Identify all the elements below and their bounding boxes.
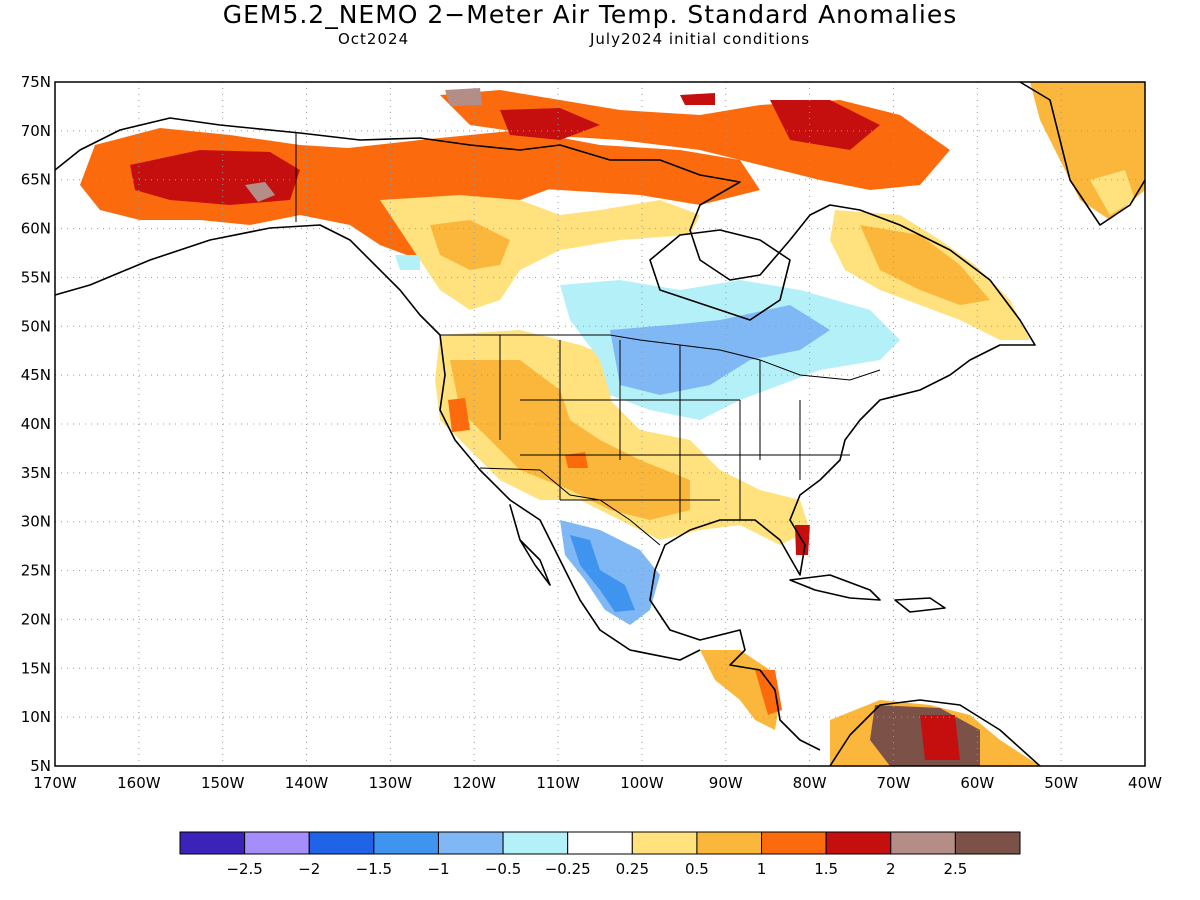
lon-label: 100W <box>620 774 664 792</box>
anomaly-region <box>430 220 510 270</box>
lat-label: 15N <box>21 659 51 677</box>
latitude-labels: 75N 70N 65N 60N 55N 50N 45N 40N 35N 30N 25N 20N 15N 1… <box>21 73 51 775</box>
anomaly-region <box>1090 170 1135 215</box>
lon-label: 110W <box>536 774 580 792</box>
anomaly-region <box>245 182 275 202</box>
anomaly-region <box>570 535 635 612</box>
lon-label: 120W <box>452 774 496 792</box>
us-canada-border <box>440 334 881 381</box>
lon-label: 80W <box>793 774 827 792</box>
lon-label: 70W <box>877 774 911 792</box>
anomaly-region <box>330 130 760 205</box>
colorbar-swatch <box>825 831 892 855</box>
colorbar-swatch <box>308 831 375 855</box>
state-lines <box>499 335 850 520</box>
colorbar-swatch <box>954 831 1021 855</box>
lon-label: 50W <box>1044 774 1078 792</box>
lat-label: 5N <box>30 757 51 775</box>
graticule <box>55 82 1145 766</box>
lat-label: 40N <box>21 415 51 433</box>
map-frame <box>54 81 1146 767</box>
greenland-coast <box>1019 81 1146 226</box>
lat-label: 10N <box>21 708 51 726</box>
baja-california <box>509 504 551 586</box>
anomaly-region <box>860 225 990 305</box>
colorbar-tick: 0.5 <box>685 860 709 878</box>
us-mexico-border <box>479 467 661 546</box>
lat-label: 25N <box>21 562 51 580</box>
lon-label: 140W <box>285 774 329 792</box>
colorbar-swatch <box>244 831 310 855</box>
lon-label: 90W <box>709 774 743 792</box>
lat-label: 70N <box>21 122 51 140</box>
colorbar-swatch <box>890 831 956 855</box>
colorbar-swatch <box>437 831 504 855</box>
longitude-labels: 170W 160W 150W 140W 130W 120W 110W 100W 90W 80W 70… <box>33 774 1162 792</box>
colorbar-tick: 1 <box>757 860 767 878</box>
lon-label: 150W <box>201 774 245 792</box>
colorbar-swatch <box>761 831 827 855</box>
hispaniola <box>894 597 946 613</box>
forecast-month: Oct2024 <box>338 30 410 48</box>
colorbar-tick: −1 <box>427 860 449 878</box>
anomaly-region <box>445 88 482 106</box>
anomaly-region <box>770 100 880 150</box>
lat-label: 65N <box>21 171 51 189</box>
colorbar-swatch <box>631 831 698 855</box>
anomaly-region <box>560 520 660 625</box>
colorbar-tick: 0.25 <box>616 860 649 878</box>
anomaly-shading <box>80 82 1145 766</box>
colorbar-tick: −1.5 <box>356 860 392 878</box>
lat-label: 75N <box>21 73 51 91</box>
lat-label: 50N <box>21 317 51 335</box>
lon-label: 60W <box>960 774 994 792</box>
lat-label: 60N <box>21 220 51 238</box>
hudson-bay <box>649 229 791 321</box>
colorbar-tick: −0.5 <box>485 860 521 878</box>
colorbar-tick: 2 <box>886 860 896 878</box>
lat-label: 55N <box>21 268 51 286</box>
anomaly-region <box>450 360 690 520</box>
colorbar <box>179 831 1021 855</box>
lon-label: 40W <box>1128 774 1162 792</box>
colorbar-tick: −0.25 <box>545 860 591 878</box>
anomaly-region <box>500 108 600 140</box>
colorbar-tick: 1.5 <box>814 860 838 878</box>
anomaly-region <box>448 398 470 432</box>
anomaly-region <box>755 670 782 715</box>
lon-label: 160W <box>117 774 161 792</box>
cuba <box>789 574 881 601</box>
colorbar-swatch <box>502 831 569 855</box>
colorbar-swatch <box>179 831 246 855</box>
colorbar-swatch <box>567 831 633 855</box>
colorbar-labels: −2.5 −2 −1.5 −1 −0.5 −0.25 0.25 0.5 1 1.5 2 2.5 <box>226 860 967 878</box>
north-america-coast <box>54 117 1036 751</box>
colorbar-swatch <box>696 831 763 855</box>
lat-label: 35N <box>21 464 51 482</box>
anomaly-region <box>680 93 715 105</box>
map-title: GEM5.2_NEMO 2−Meter Air Temp. Standard A… <box>222 0 958 29</box>
lon-label: 170W <box>33 774 77 792</box>
colorbar-tick: 2.5 <box>943 860 967 878</box>
political-borders <box>295 133 881 546</box>
colorbar-tick: −2 <box>298 860 320 878</box>
lat-label: 30N <box>21 513 51 531</box>
south-america-coast <box>829 699 1041 767</box>
lat-label: 20N <box>21 610 51 628</box>
colorbar-tick: −2.5 <box>226 860 262 878</box>
anomaly-region <box>565 452 588 468</box>
pacific-coast <box>54 224 701 661</box>
anomaly-region <box>395 255 420 270</box>
coastlines <box>54 81 1146 767</box>
initial-conditions: July2024 initial conditions <box>590 30 811 48</box>
lat-label: 45N <box>21 366 51 384</box>
colorbar-swatch <box>373 831 439 855</box>
lon-label: 130W <box>369 774 413 792</box>
anomaly-region <box>920 715 960 760</box>
